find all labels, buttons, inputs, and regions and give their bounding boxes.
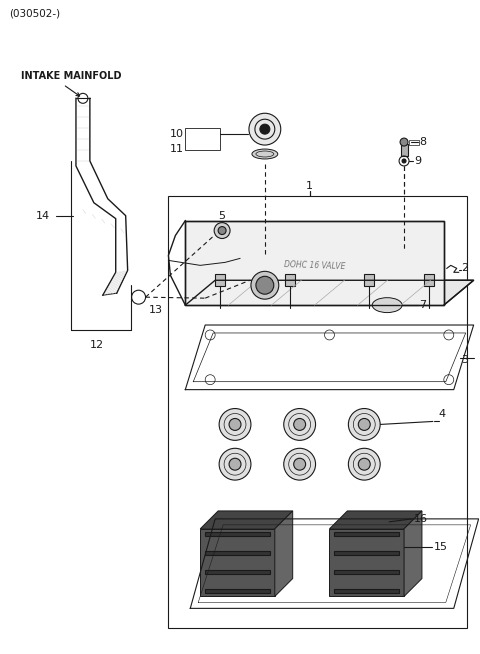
Ellipse shape (372, 298, 402, 313)
Bar (285, 274, 295, 286)
Polygon shape (185, 220, 444, 305)
Bar (401, 144, 408, 156)
Circle shape (260, 124, 270, 134)
Circle shape (256, 276, 274, 294)
Text: (030502-): (030502-) (9, 9, 60, 19)
Circle shape (251, 271, 279, 299)
Circle shape (249, 113, 281, 145)
Text: 8: 8 (419, 137, 426, 147)
Bar (364, 274, 374, 286)
Bar (424, 274, 434, 286)
Bar (409, 140, 419, 145)
Text: 16: 16 (414, 514, 428, 524)
Text: DOHC 16 VALVE: DOHC 16 VALVE (284, 260, 346, 271)
Polygon shape (329, 511, 422, 529)
Text: 2: 2 (461, 264, 468, 273)
Circle shape (358, 419, 370, 430)
Circle shape (348, 448, 380, 480)
Text: INTAKE MAINFOLD: INTAKE MAINFOLD (21, 71, 122, 82)
Text: 3: 3 (461, 355, 468, 365)
Circle shape (294, 458, 306, 470)
Text: 5: 5 (218, 211, 226, 220)
Circle shape (219, 448, 251, 480)
Bar (205, 551, 270, 555)
Text: 4: 4 (439, 409, 446, 419)
Text: 1: 1 (306, 181, 313, 191)
Circle shape (219, 409, 251, 440)
Circle shape (348, 409, 380, 440)
Text: 13: 13 (148, 305, 163, 315)
Bar (335, 532, 399, 536)
Text: 9: 9 (414, 156, 421, 166)
Circle shape (358, 458, 370, 470)
Circle shape (229, 419, 241, 430)
Circle shape (218, 226, 226, 235)
Bar (335, 589, 399, 593)
Polygon shape (275, 511, 293, 596)
Bar (205, 532, 270, 536)
Circle shape (284, 448, 315, 480)
Polygon shape (200, 529, 275, 596)
Bar (168, 196, 467, 628)
Circle shape (294, 419, 306, 430)
Polygon shape (185, 281, 474, 305)
Circle shape (214, 222, 230, 239)
Bar (215, 274, 225, 286)
Polygon shape (200, 511, 293, 529)
Polygon shape (404, 511, 422, 596)
Text: 10: 10 (169, 129, 183, 139)
Bar (335, 570, 399, 574)
Bar (205, 589, 270, 593)
Text: 15: 15 (434, 542, 448, 552)
Polygon shape (329, 529, 404, 596)
Circle shape (400, 138, 408, 146)
Bar (185, 128, 220, 150)
Ellipse shape (252, 149, 278, 159)
Bar (335, 551, 399, 555)
Text: 7: 7 (419, 300, 426, 310)
Text: 14: 14 (36, 211, 50, 220)
Circle shape (284, 409, 315, 440)
Circle shape (402, 159, 406, 163)
Bar (205, 570, 270, 574)
Text: 12: 12 (90, 340, 104, 350)
Circle shape (229, 458, 241, 470)
Text: 11: 11 (169, 144, 183, 154)
